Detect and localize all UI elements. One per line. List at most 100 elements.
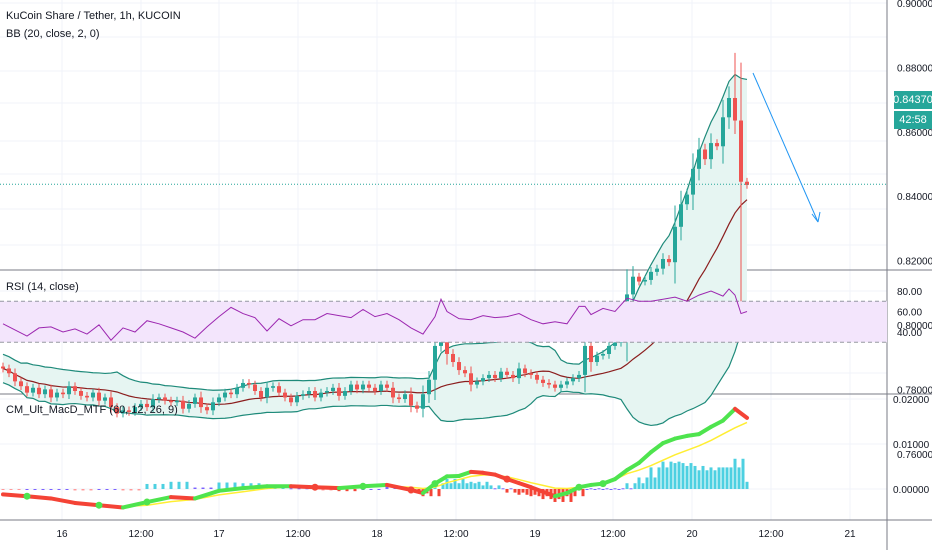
macd-segment [25, 494, 53, 501]
candle [145, 403, 149, 408]
candle [193, 397, 197, 404]
histogram-bar [729, 467, 733, 489]
macd-segment [385, 482, 413, 492]
price-tick-label: 0.78000 [897, 385, 932, 396]
candle [583, 345, 587, 375]
histogram-bar [617, 489, 621, 490]
histogram-bar [609, 489, 613, 490]
histogram-bar [645, 477, 649, 489]
candle [37, 387, 41, 395]
candle [7, 368, 11, 374]
histogram-bar [513, 489, 517, 493]
histogram-bar [49, 489, 53, 490]
histogram-bar [673, 463, 677, 489]
macd-segment [469, 469, 485, 475]
candle [175, 400, 179, 403]
histogram-bar [225, 482, 229, 489]
cross-dot [311, 483, 319, 491]
candle [505, 371, 509, 375]
cross-dots [23, 475, 607, 509]
histogram-bar [377, 489, 381, 490]
macd-segment [481, 470, 497, 477]
candle [157, 397, 161, 400]
candle [247, 382, 251, 385]
candle [667, 258, 671, 263]
candle [367, 384, 371, 388]
time-tick-label: 12:00 [128, 529, 153, 540]
histogram-bar [581, 489, 585, 497]
histogram-bar [25, 489, 29, 490]
candle [229, 392, 233, 395]
bb-lower-band [2, 319, 748, 427]
candle [133, 407, 137, 412]
macd-segment [685, 432, 701, 438]
histogram-bar [633, 483, 637, 489]
candle [265, 387, 269, 398]
histogram-bar [713, 470, 717, 489]
macd-segment [709, 418, 725, 429]
candle [559, 384, 563, 388]
macd-segment [97, 503, 125, 510]
histogram-bar [17, 489, 21, 490]
histogram-bar [453, 478, 457, 489]
histogram-bar [437, 489, 441, 497]
candle [25, 386, 29, 393]
candle [463, 370, 467, 374]
histogram-bar [193, 487, 197, 489]
histogram-bar [137, 489, 141, 491]
price-tick-label: 0.88000 [897, 63, 932, 74]
candle [679, 204, 683, 227]
histogram-bar [489, 485, 493, 489]
candle [223, 392, 227, 398]
histogram-bar [529, 489, 533, 497]
macd-segment [73, 500, 101, 508]
candle [313, 391, 317, 398]
macd-segment [541, 489, 557, 499]
candle [733, 97, 737, 121]
candle [1, 366, 5, 369]
candle [355, 384, 359, 390]
histogram-bar [537, 489, 541, 497]
candle [283, 392, 287, 398]
candle [67, 386, 71, 395]
candle [541, 379, 545, 383]
time-tick-label: 12:00 [600, 529, 625, 540]
time-tick-label: 12:00 [285, 529, 310, 540]
macd-segment [517, 481, 533, 490]
histogram-bar [669, 461, 673, 489]
macd-segment [613, 468, 629, 482]
candle [217, 397, 221, 403]
histogram-bar [185, 481, 189, 489]
candle [457, 362, 461, 371]
current-price-badge: 0.84370 [893, 91, 932, 109]
histogram-bar [461, 478, 465, 489]
histogram-bar [113, 489, 117, 490]
histogram-bar [725, 467, 729, 489]
histogram-bar [429, 489, 433, 497]
candle [85, 395, 89, 398]
macd-segment [625, 460, 641, 473]
candle [451, 353, 455, 363]
candle [709, 143, 713, 160]
macd-legend: CM_Ult_MacD_MTF (60, 12, 26, 9) [6, 404, 178, 416]
candle [325, 391, 329, 393]
histogram-bar [521, 489, 525, 493]
candle [673, 226, 677, 263]
time-tick-label: 20 [686, 529, 698, 540]
cross-dot [599, 480, 607, 488]
candle [391, 387, 395, 398]
candle [745, 181, 749, 185]
histogram-bar [621, 488, 625, 490]
histogram-bar [321, 489, 325, 491]
bb-legend: BB (20, close, 2, 0) [6, 28, 100, 40]
candle [43, 389, 47, 395]
histogram-bar [709, 467, 713, 489]
histogram-bar [233, 482, 237, 489]
candle [349, 384, 353, 392]
rsi-tick-label: 60.00 [897, 308, 922, 319]
macd-segment [217, 486, 245, 493]
histogram-bar [613, 488, 617, 490]
candle [577, 374, 581, 379]
candle [655, 268, 659, 272]
